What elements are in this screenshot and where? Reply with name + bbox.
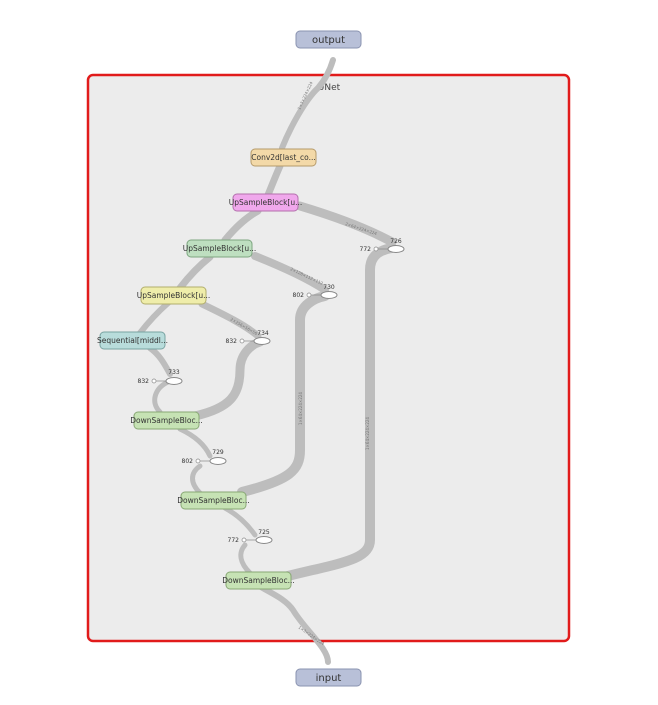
op-725-count: 772 bbox=[228, 537, 240, 544]
upsample-block-1-label: UpSampleBlock[u... bbox=[229, 198, 303, 207]
output-label: output bbox=[312, 35, 345, 46]
op-node-729[interactable]: 729 802 bbox=[182, 449, 227, 465]
upsample-block-1-node[interactable]: UpSampleBlock[u... bbox=[229, 193, 303, 212]
op-730-id: 730 bbox=[323, 284, 335, 291]
edge-up3-up2 bbox=[176, 253, 214, 292]
edge-down3-op734 bbox=[190, 337, 265, 421]
edges bbox=[137, 57, 397, 665]
op-node-734[interactable]: 734 832 bbox=[226, 330, 271, 345]
downsample-block-3-label: DownSampleBloc... bbox=[130, 416, 202, 425]
op-729-count: 802 bbox=[182, 458, 194, 465]
edge-down1-op726 bbox=[283, 243, 397, 581]
edge-up2-up1 bbox=[221, 207, 262, 244]
edge-up1-conv2d bbox=[264, 162, 284, 199]
scope-title: UNet bbox=[318, 83, 341, 93]
downsample-block-1-node[interactable]: DownSampleBloc... bbox=[222, 571, 295, 590]
edge-down3-op733 bbox=[152, 379, 171, 415]
input-node[interactable]: input bbox=[295, 668, 362, 687]
conv2d-node[interactable]: Conv2d[last_co... bbox=[250, 148, 317, 167]
edge-op726-up1 bbox=[295, 201, 397, 247]
op-node-725[interactable]: 725 772 bbox=[228, 529, 273, 544]
svg-text:1×64×224×224: 1×64×224×224 bbox=[298, 392, 303, 425]
op-733-count: 832 bbox=[138, 378, 150, 385]
op-node-730[interactable]: 730 802 bbox=[293, 284, 338, 299]
edge-conv2d-output bbox=[279, 57, 336, 151]
conv2d-label: Conv2d[last_co... bbox=[251, 153, 316, 162]
edge-down2-op730 bbox=[237, 291, 330, 497]
edge-op729-down3 bbox=[177, 426, 213, 459]
downsample-block-1-label: DownSampleBloc... bbox=[222, 576, 294, 585]
upsample-block-3-node[interactable]: UpSampleBlock[u... bbox=[137, 286, 211, 305]
downsample-block-2-label: DownSampleBloc... bbox=[177, 496, 249, 505]
input-label: input bbox=[316, 673, 342, 684]
op-726-id: 726 bbox=[390, 238, 402, 245]
op-733-id: 733 bbox=[168, 369, 180, 376]
svg-text:1×64×224×224: 1×64×224×224 bbox=[365, 417, 370, 450]
downsample-block-2-node[interactable]: DownSampleBloc... bbox=[177, 491, 250, 510]
edge-input-down1 bbox=[255, 582, 331, 665]
upsample-block-2-label: UpSampleBlock[u... bbox=[183, 244, 257, 253]
edge-down2-op729 bbox=[190, 463, 203, 496]
edge-op730-up2 bbox=[251, 252, 329, 294]
op-734-id: 734 bbox=[257, 330, 269, 337]
sequential-node[interactable]: Sequential[middl... bbox=[97, 331, 168, 350]
downsample-block-3-node[interactable]: DownSampleBloc... bbox=[130, 411, 203, 430]
op-726-count: 772 bbox=[360, 246, 372, 253]
upsample-block-2-node[interactable]: UpSampleBlock[u... bbox=[183, 239, 257, 258]
op-730-count: 802 bbox=[293, 292, 305, 299]
op-729-id: 729 bbox=[212, 449, 224, 456]
op-734-count: 832 bbox=[226, 338, 238, 345]
edge-op725-down2 bbox=[222, 505, 258, 538]
op-node-726[interactable]: 726 772 bbox=[360, 238, 405, 253]
edge-op734-up3 bbox=[198, 300, 262, 340]
edge-down1-op725 bbox=[238, 542, 253, 576]
edge-sequential-up3 bbox=[137, 300, 171, 336]
sequential-label: Sequential[middl... bbox=[97, 336, 168, 345]
upsample-block-3-label: UpSampleBlock[u... bbox=[137, 291, 211, 300]
op-node-733[interactable]: 733 832 bbox=[138, 369, 183, 385]
op-725-id: 725 bbox=[258, 529, 270, 536]
edge-op733-sequential bbox=[147, 345, 173, 377]
output-node[interactable]: output bbox=[295, 30, 362, 49]
